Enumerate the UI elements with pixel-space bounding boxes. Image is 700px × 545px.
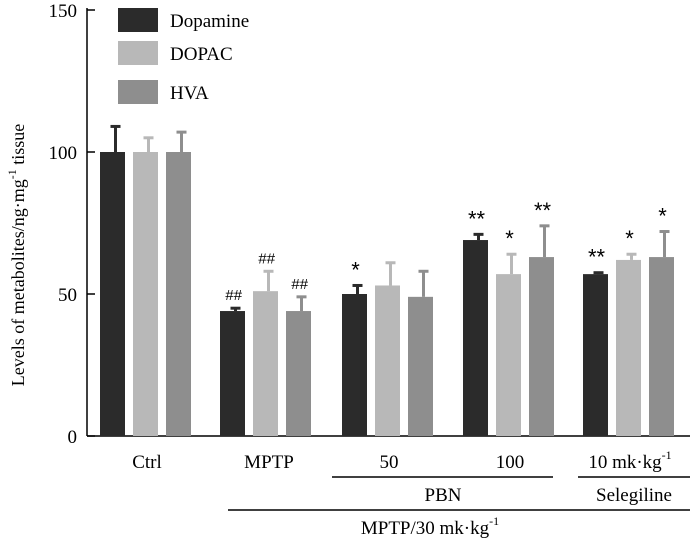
bar-dopac-3 [496, 274, 521, 436]
bar-dopamine-0 [100, 152, 125, 436]
legend-swatch-dopac [118, 41, 158, 65]
x-tick-label: MPTP [244, 452, 294, 473]
significance-mark: ** [588, 245, 606, 270]
legend-swatch-hva [118, 80, 158, 104]
x-tick-label: 50 [380, 452, 399, 473]
x-tick-label: 10 mk·kg-1 [588, 448, 671, 473]
bar-hva-4 [649, 257, 674, 436]
y-tick-label: 150 [49, 1, 78, 22]
bar-dopac-4 [616, 259, 641, 436]
bar-hva-2 [408, 296, 433, 436]
legend-swatch-dopamine [118, 8, 158, 32]
significance-mark: ## [291, 276, 308, 293]
bar-dopac-2 [375, 285, 400, 436]
significance-mark: ** [468, 206, 486, 231]
bars [100, 124, 674, 436]
selegiline-label: Selegiline [596, 485, 672, 506]
significance-mark: * [351, 257, 360, 282]
legend-label-dopamine: Dopamine [170, 11, 249, 32]
bar-dopamine-2 [342, 294, 367, 436]
significance-mark: ## [225, 287, 242, 304]
pbn-label: PBN [425, 485, 462, 506]
bar-dopamine-3 [463, 240, 488, 436]
labels: ##*****##* *##** *Ctrl MPTP 50 100 10 mk·kg-1P… [132, 198, 690, 539]
bar-hva-3 [529, 257, 554, 436]
x-tick-label: 100 [496, 452, 525, 473]
y-tick-label: 50 [58, 285, 77, 306]
bar-dopac-0 [133, 152, 158, 436]
significance-mark: * [505, 226, 514, 251]
bar-dopac-1 [253, 291, 278, 436]
axes: 0 50 100 150 Levels of metabolites/ng·mg-1 t… [5, 1, 690, 448]
y-tick-label: 100 [49, 143, 78, 164]
significance-mark: * [658, 204, 667, 229]
legend-label-hva: HVA [170, 83, 209, 104]
x-tick-label: Ctrl [132, 452, 162, 473]
y-axis-label: Levels of metabolites/ng·mg-1 tissue [5, 124, 28, 386]
significance-mark: ** [534, 198, 552, 223]
bar-hva-1 [286, 311, 311, 436]
bar-dopamine-1 [220, 311, 245, 436]
y-tick-label: 0 [68, 427, 78, 448]
significance-mark: * [625, 226, 634, 251]
significance-mark: ## [258, 250, 275, 267]
legend-label-dopac: DOPAC [170, 44, 233, 65]
bar-hva-0 [166, 152, 191, 436]
bar-dopamine-4 [583, 274, 608, 436]
mptp-group-label: MPTP/30 mk·kg-1 [361, 514, 499, 539]
legend: Dopamine DOPAC HVA [118, 8, 249, 104]
